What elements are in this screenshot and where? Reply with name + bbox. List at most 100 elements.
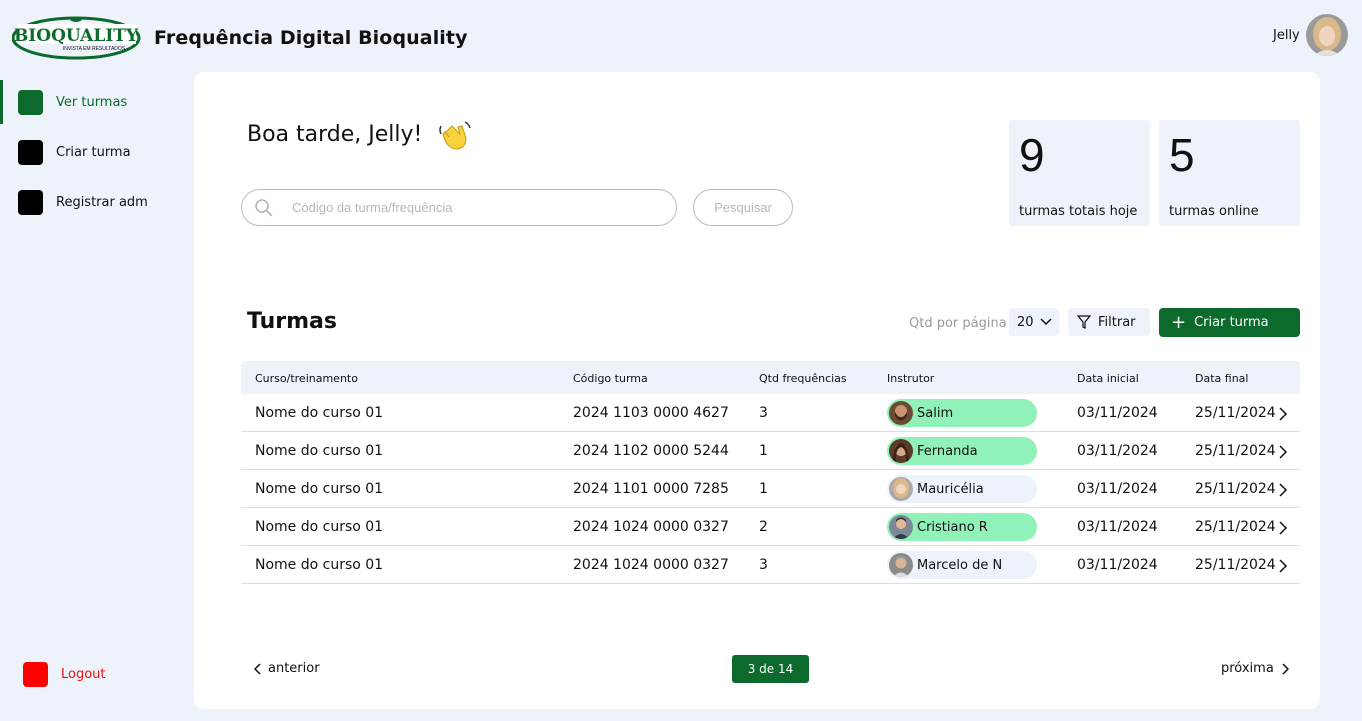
column-header: Qtd frequências — [759, 372, 847, 385]
classes-table: Curso/treinamento Código turma Qtd frequ… — [241, 361, 1300, 584]
stat-card-total: 9 turmas totais hoje — [1009, 120, 1150, 226]
filter-label: Filtrar — [1098, 314, 1136, 330]
per-page-select[interactable]: 20 — [1009, 308, 1059, 336]
svg-text:INVISTA EM RESULTADOS: INVISTA EM RESULTADOS — [63, 46, 126, 52]
course-name: Nome do curso 01 — [255, 557, 384, 573]
greeting: Boa tarde, Jelly! — [247, 122, 423, 147]
instructor-name: Mauricélia — [917, 481, 984, 497]
column-header: Código turma — [573, 372, 648, 385]
instructor-pill: Salim — [887, 399, 1037, 427]
instructor-pill: Cristiano R — [887, 513, 1037, 541]
course-name: Nome do curso 01 — [255, 443, 384, 459]
start-date: 03/11/2024 — [1077, 557, 1158, 573]
waving-hand-icon — [438, 118, 472, 152]
class-code: 2024 1101 0000 7285 — [573, 481, 729, 497]
chevron-down-icon — [1040, 318, 1052, 326]
sidebar-item-label: Registrar adm — [56, 194, 148, 210]
instructor-pill: Mauricélia — [887, 475, 1037, 503]
course-name: Nome do curso 01 — [255, 481, 384, 497]
instructor-avatar — [889, 515, 913, 539]
instructor-avatar — [889, 401, 913, 425]
instructor-avatar — [889, 553, 913, 577]
pagination-prev[interactable]: anterior — [254, 661, 320, 676]
end-date: 25/11/2024 — [1195, 557, 1276, 573]
chevron-right-icon[interactable] — [1278, 559, 1288, 573]
stat-caption: turmas online — [1169, 204, 1259, 219]
class-code: 2024 1024 0000 0327 — [573, 557, 729, 573]
start-date: 03/11/2024 — [1077, 443, 1158, 459]
sidebar-item-criar-turma[interactable]: Criar turma — [0, 130, 190, 174]
table-row[interactable]: Nome do curso 01 2024 1101 0000 7285 1 M… — [241, 470, 1300, 508]
chevron-right-icon[interactable] — [1278, 407, 1288, 421]
chevron-right-icon[interactable] — [1278, 483, 1288, 497]
sidebar-item-label: Criar turma — [56, 144, 131, 160]
logout-icon — [23, 662, 48, 687]
search-button[interactable]: Pesquisar — [693, 189, 793, 226]
section-title: Turmas — [247, 309, 337, 334]
prev-label: anterior — [268, 661, 320, 676]
attendance-count: 1 — [759, 443, 768, 459]
per-page-value: 20 — [1017, 314, 1034, 330]
create-class-label: Criar turma — [1194, 315, 1269, 330]
class-code: 2024 1103 0000 4627 — [573, 405, 729, 421]
user-name: Jelly — [1273, 28, 1300, 43]
instructor-pill: Fernanda — [887, 437, 1037, 465]
course-name: Nome do curso 01 — [255, 519, 384, 535]
sidebar-item-ver-turmas[interactable]: Ver turmas — [0, 80, 190, 124]
end-date: 25/11/2024 — [1195, 481, 1276, 497]
registrar-adm-icon — [18, 189, 43, 215]
chevron-right-icon[interactable] — [1278, 445, 1288, 459]
column-header: Data final — [1195, 372, 1249, 385]
bioquality-logo: BIOQUALITY INVISTA EM RESULTADOS — [11, 16, 142, 60]
class-code: 2024 1102 0000 5244 — [573, 443, 729, 459]
app-title: Frequência Digital Bioquality — [154, 27, 468, 49]
next-label: próxima — [1221, 661, 1274, 676]
logout-button[interactable]: Logout — [23, 662, 106, 687]
logout-label: Logout — [61, 667, 106, 682]
column-header: Instrutor — [887, 372, 935, 385]
chevron-right-icon[interactable] — [1278, 521, 1288, 535]
pagination-next[interactable]: próxima — [1221, 661, 1289, 676]
filter-button[interactable]: Filtrar — [1068, 308, 1150, 336]
instructor-name: Fernanda — [917, 443, 978, 459]
instructor-pill: Marcelo de N — [887, 551, 1037, 579]
attendance-count: 3 — [759, 405, 768, 421]
end-date: 25/11/2024 — [1195, 405, 1276, 421]
end-date: 25/11/2024 — [1195, 519, 1276, 535]
instructor-avatar — [889, 477, 913, 501]
search-input[interactable] — [292, 200, 652, 215]
criar-turma-icon — [18, 139, 43, 165]
table-header: Curso/treinamento Código turma Qtd frequ… — [241, 361, 1300, 394]
main-panel: Boa tarde, Jelly! Pesquisar 9 turmas tot… — [194, 72, 1320, 709]
start-date: 03/11/2024 — [1077, 481, 1158, 497]
table-row[interactable]: Nome do curso 01 2024 1024 0000 0327 3 M… — [241, 546, 1300, 584]
svg-text:BIOQUALITY: BIOQUALITY — [14, 26, 139, 46]
search-field[interactable] — [241, 189, 677, 226]
start-date: 03/11/2024 — [1077, 405, 1158, 421]
create-class-button[interactable]: + Criar turma — [1159, 308, 1300, 337]
search-icon — [255, 198, 273, 217]
instructor-name: Marcelo de N — [917, 557, 1003, 573]
attendance-count: 2 — [759, 519, 768, 535]
column-header: Curso/treinamento — [255, 372, 358, 385]
end-date: 25/11/2024 — [1195, 443, 1276, 459]
instructor-name: Cristiano R — [917, 519, 988, 535]
plus-icon: + — [1171, 311, 1187, 333]
table-row[interactable]: Nome do curso 01 2024 1024 0000 0327 2 C… — [241, 508, 1300, 546]
sidebar-item-registrar-adm[interactable]: Registrar adm — [0, 180, 190, 224]
ver-turmas-icon — [18, 89, 43, 115]
stat-card-online: 5 turmas online — [1159, 120, 1300, 226]
sidebar-item-label: Ver turmas — [56, 94, 128, 110]
stat-value: 5 — [1169, 129, 1195, 181]
start-date: 03/11/2024 — [1077, 519, 1158, 535]
user-avatar[interactable] — [1306, 14, 1348, 56]
instructor-name: Salim — [917, 405, 954, 421]
table-row[interactable]: Nome do curso 01 2024 1102 0000 5244 1 F… — [241, 432, 1300, 470]
page-indicator: 3 de 14 — [732, 655, 809, 683]
chevron-left-icon — [254, 662, 261, 675]
table-row[interactable]: Nome do curso 01 2024 1103 0000 4627 3 S… — [241, 394, 1300, 432]
course-name: Nome do curso 01 — [255, 405, 384, 421]
chevron-right-icon — [1282, 662, 1289, 675]
attendance-count: 1 — [759, 481, 768, 497]
instructor-avatar — [889, 439, 913, 463]
